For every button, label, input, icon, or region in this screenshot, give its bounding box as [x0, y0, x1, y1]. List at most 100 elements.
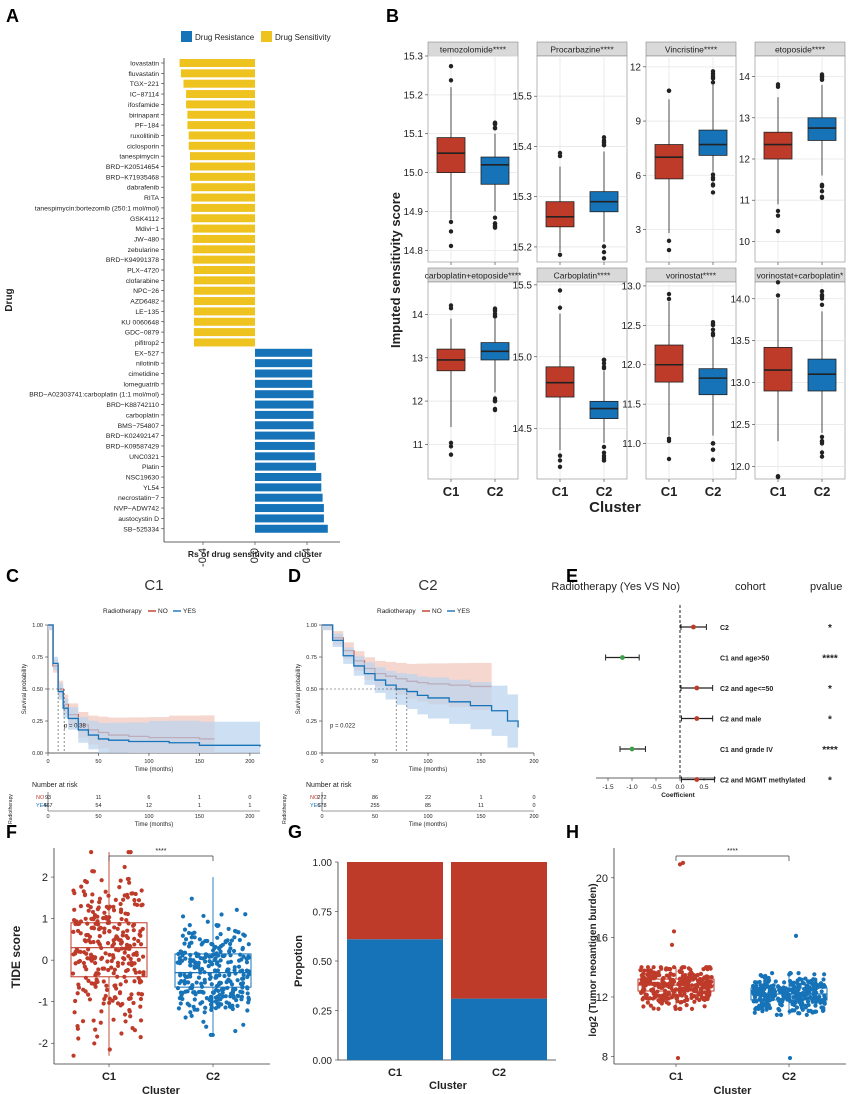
data-point: [800, 1001, 805, 1006]
bar: [187, 110, 255, 119]
panel-label-h: H: [566, 822, 579, 842]
outlier-point: [819, 454, 825, 459]
data-point: [763, 973, 768, 979]
data-point: [656, 1006, 661, 1011]
data-point: [199, 966, 205, 972]
tick-label: C1: [770, 484, 787, 499]
data-point: [83, 939, 88, 944]
data-point: [775, 984, 781, 989]
data-point: [208, 1002, 214, 1007]
tick-label: 20: [596, 873, 608, 885]
data-point: [788, 971, 793, 976]
confidence-band: [322, 625, 519, 753]
data-point: [86, 992, 91, 997]
data-point: [182, 941, 187, 946]
data-point: [121, 930, 126, 935]
bar: [193, 317, 255, 326]
data-point: [132, 967, 137, 972]
column-header: Radiotherapy (Yes VS No): [551, 581, 680, 593]
tick-label: 15.4: [513, 142, 533, 153]
data-point: [117, 885, 122, 890]
data-point: [106, 893, 111, 898]
data-point: [662, 988, 668, 993]
data-point: [821, 977, 826, 982]
box: [480, 156, 510, 185]
tick-label: zebularine: [128, 247, 160, 254]
tick-label: BRD−K88742110: [106, 402, 159, 409]
data-point: [223, 940, 228, 945]
tick-label: 14.0: [731, 294, 751, 305]
tick-label: 0.75: [32, 655, 43, 661]
data-point: [706, 987, 711, 993]
data-point: [769, 971, 775, 976]
risk-value: 54: [95, 803, 101, 809]
bar: [191, 214, 255, 223]
data-point: [125, 876, 130, 882]
data-point: [803, 976, 808, 981]
tick-label: 6: [635, 171, 641, 182]
data-point: [645, 965, 651, 970]
data-point: [766, 1002, 771, 1008]
data-point: [201, 913, 206, 919]
data-point: [217, 973, 222, 978]
data-point: [684, 1003, 689, 1008]
data-point: [214, 961, 220, 966]
data-point: [759, 974, 765, 979]
data-point: [797, 1011, 802, 1016]
data-point: [678, 1006, 683, 1011]
data-point: [186, 930, 192, 936]
tick-label: tanespimycin:bortezomib (250:1 mol/mol): [35, 205, 159, 212]
data-point: [224, 969, 230, 974]
outlier-point: [710, 441, 716, 446]
tick-label: 12.0: [731, 462, 751, 473]
outlier-point: [557, 252, 563, 258]
data-point: [207, 954, 212, 959]
risk-value: 1: [248, 803, 251, 809]
tick-label: 12.5: [622, 321, 642, 332]
data-point: [180, 914, 186, 919]
tick-label: 1.00: [306, 623, 317, 629]
facet-title: carboplatin+etoposide****: [425, 271, 522, 281]
cohort-label: C2 and male: [720, 717, 761, 724]
data-point: [124, 942, 130, 947]
tick-label: Platin: [142, 464, 159, 471]
data-point: [218, 997, 223, 1002]
bar: [255, 462, 317, 471]
data-point: [89, 850, 94, 855]
data-point: [127, 880, 132, 885]
data-point: [189, 986, 195, 991]
data-point: [651, 987, 656, 992]
tick-label: C2: [492, 1067, 506, 1079]
data-point: [112, 967, 117, 972]
data-point: [689, 983, 695, 988]
tick-label: 15.5: [513, 92, 533, 103]
data-point: [233, 1028, 238, 1034]
data-point: [793, 933, 799, 938]
data-point: [638, 981, 643, 986]
p-value-label: p = 0.022: [330, 723, 356, 729]
data-point: [246, 955, 251, 960]
data-point: [107, 928, 112, 934]
data-point: [194, 980, 199, 985]
risk-row-label: NO: [310, 795, 319, 801]
bar: [187, 121, 255, 130]
tick-label: 12: [596, 992, 608, 1004]
bar-segment-blue: [347, 939, 443, 1060]
outlier-point: [448, 229, 454, 234]
data-point: [776, 998, 781, 1003]
tick-label: 50: [95, 814, 101, 820]
data-point: [82, 950, 87, 955]
data-point: [667, 974, 672, 980]
tick-label: dabrafenib: [127, 185, 159, 192]
p-value-stars: *: [828, 623, 832, 634]
data-point: [95, 1034, 100, 1039]
data-point: [186, 944, 192, 949]
tick-label: BRD−K71935468: [106, 174, 159, 181]
cohort-label: C2: [720, 625, 729, 632]
data-point: [122, 950, 127, 955]
tick-label: 150: [476, 814, 485, 820]
data-point: [83, 916, 88, 921]
outlier-point: [710, 332, 716, 338]
outlier-point: [666, 291, 672, 297]
data-point: [212, 968, 218, 973]
